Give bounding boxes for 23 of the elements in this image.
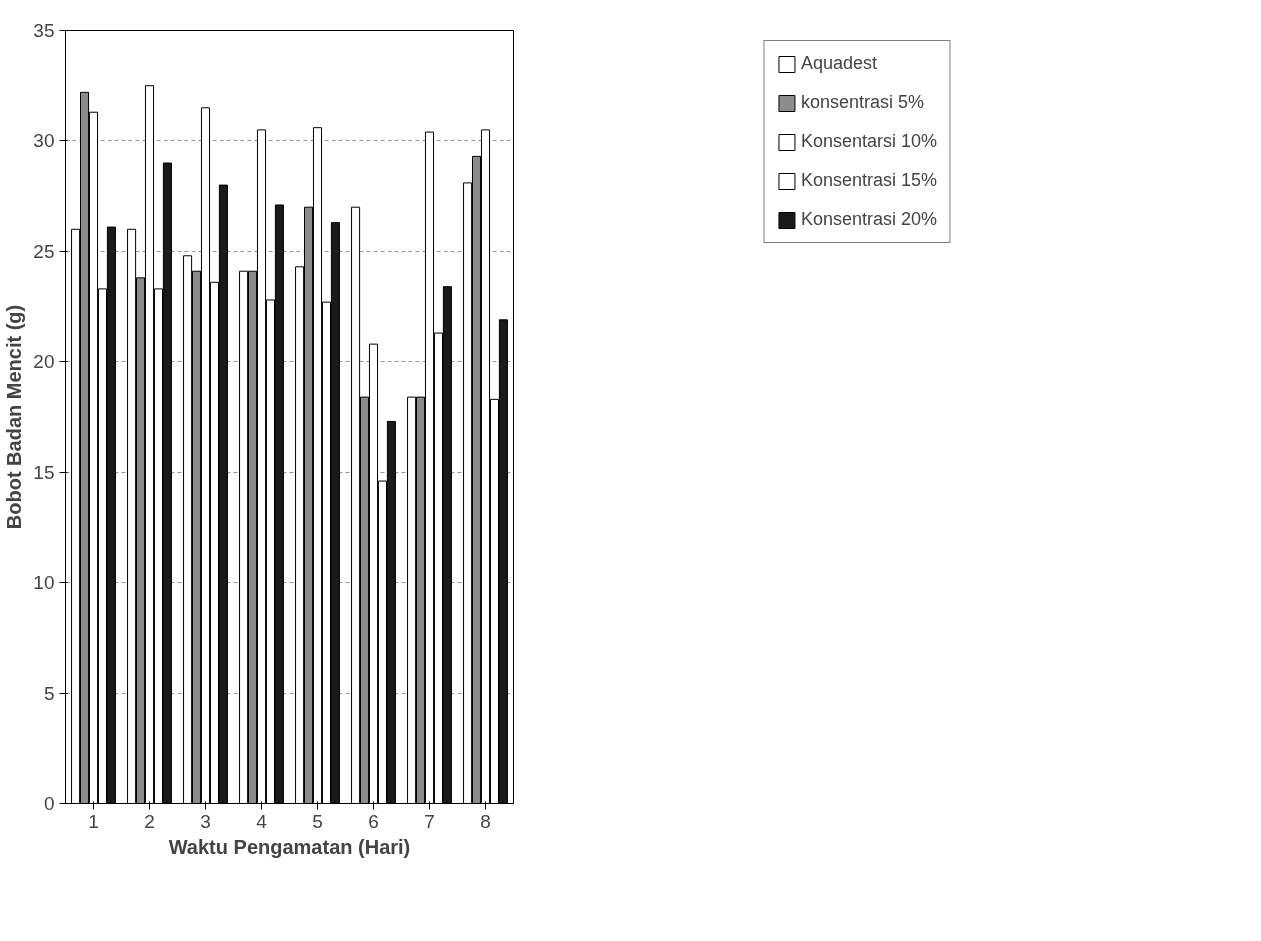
x-tick-label: 2 [144,810,155,832]
x-tick-label: 5 [312,810,323,832]
x-tick-label: 7 [424,810,435,832]
x-tick-label: 3 [200,810,211,832]
legend-label: konsentrasi 5% [800,92,925,113]
x-tick-label: 6 [368,810,379,832]
legend-label: Konsentrasi 20% [800,209,938,230]
legend-label: Aquadest [800,53,878,74]
y-tick-label: 25 [33,240,55,262]
y-tick-label: 5 [43,682,55,704]
y-tick-label: 35 [33,20,55,41]
x-tick-label: 1 [88,810,99,832]
y-tick-label: 10 [33,572,55,594]
x-axis-title: Waktu Pengamatan (Hari) [168,835,411,858]
legend-label: Konsentrasi 15% [800,170,938,191]
y-tick-label: 0 [43,793,55,814]
y-tick-label: 15 [33,461,55,483]
y-tick-label: 20 [33,351,55,373]
x-tick-label: 4 [256,810,268,832]
x-tick-label: 8 [480,810,491,832]
legend-label: Konsentarsi 10% [800,131,938,152]
y-axis-title: Bobot Badan Mencit (g) [3,304,26,530]
y-tick-label: 30 [33,130,55,152]
